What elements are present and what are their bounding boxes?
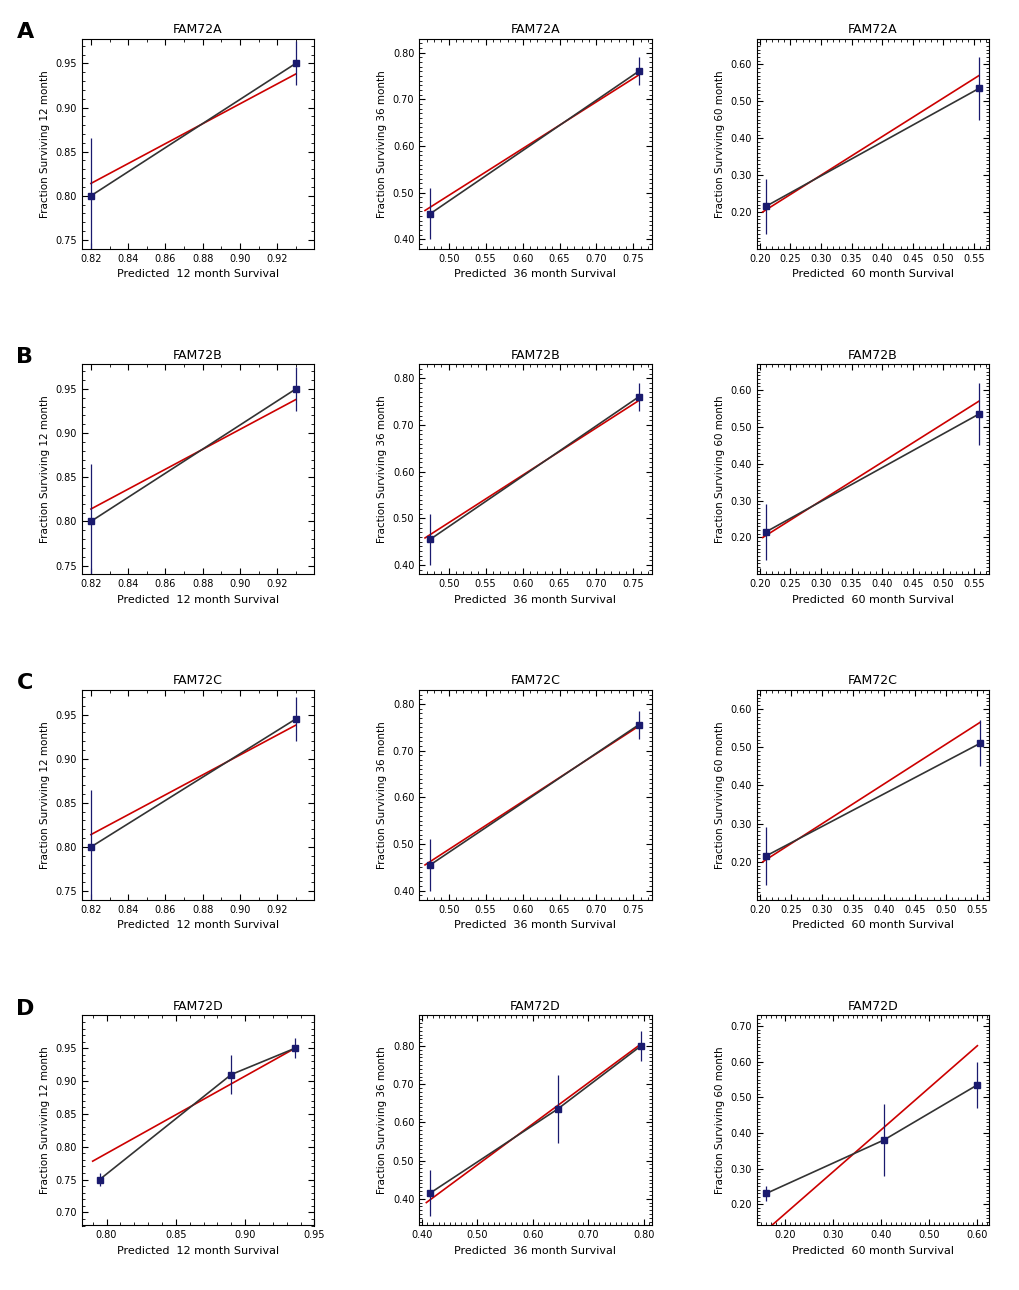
Y-axis label: Fraction Surviving 12 month: Fraction Surviving 12 month <box>40 1046 50 1195</box>
Title: FAM72B: FAM72B <box>511 348 559 361</box>
Title: FAM72A: FAM72A <box>848 23 897 36</box>
Y-axis label: Fraction Surviving 60 month: Fraction Surviving 60 month <box>714 70 725 218</box>
X-axis label: Predicted  60 month Survival: Predicted 60 month Survival <box>791 920 953 930</box>
Text: B: B <box>16 347 34 368</box>
Y-axis label: Fraction Surviving 60 month: Fraction Surviving 60 month <box>714 721 725 868</box>
Y-axis label: Fraction Surviving 36 month: Fraction Surviving 36 month <box>377 70 387 218</box>
Y-axis label: Fraction Surviving 60 month: Fraction Surviving 60 month <box>714 396 725 543</box>
Title: FAM72D: FAM72D <box>172 1000 223 1013</box>
Y-axis label: Fraction Surviving 36 month: Fraction Surviving 36 month <box>377 721 387 868</box>
Title: FAM72D: FAM72D <box>847 1000 898 1013</box>
X-axis label: Predicted  36 month Survival: Predicted 36 month Survival <box>454 920 615 930</box>
X-axis label: Predicted  12 month Survival: Predicted 12 month Survival <box>117 595 279 605</box>
Text: C: C <box>16 673 33 693</box>
X-axis label: Predicted  36 month Survival: Predicted 36 month Survival <box>454 1246 615 1256</box>
Y-axis label: Fraction Surviving 12 month: Fraction Surviving 12 month <box>40 396 50 543</box>
X-axis label: Predicted  12 month Survival: Predicted 12 month Survival <box>117 1246 279 1256</box>
Text: D: D <box>16 998 35 1019</box>
Title: FAM72B: FAM72B <box>848 348 897 361</box>
Y-axis label: Fraction Surviving 12 month: Fraction Surviving 12 month <box>40 721 50 868</box>
Title: FAM72B: FAM72B <box>173 348 222 361</box>
Title: FAM72C: FAM72C <box>173 675 223 688</box>
Title: FAM72C: FAM72C <box>511 675 559 688</box>
X-axis label: Predicted  12 month Survival: Predicted 12 month Survival <box>117 270 279 279</box>
Y-axis label: Fraction Surviving 60 month: Fraction Surviving 60 month <box>714 1046 725 1195</box>
Title: FAM72D: FAM72D <box>510 1000 560 1013</box>
Y-axis label: Fraction Surviving 36 month: Fraction Surviving 36 month <box>377 396 387 543</box>
X-axis label: Predicted  36 month Survival: Predicted 36 month Survival <box>454 595 615 605</box>
X-axis label: Predicted  60 month Survival: Predicted 60 month Survival <box>791 595 953 605</box>
X-axis label: Predicted  12 month Survival: Predicted 12 month Survival <box>117 920 279 930</box>
Text: A: A <box>16 22 34 41</box>
X-axis label: Predicted  36 month Survival: Predicted 36 month Survival <box>454 270 615 279</box>
Title: FAM72A: FAM72A <box>173 23 222 36</box>
Y-axis label: Fraction Surviving 12 month: Fraction Surviving 12 month <box>40 70 50 218</box>
Title: FAM72A: FAM72A <box>511 23 559 36</box>
Y-axis label: Fraction Surviving 36 month: Fraction Surviving 36 month <box>377 1046 387 1195</box>
X-axis label: Predicted  60 month Survival: Predicted 60 month Survival <box>791 1246 953 1256</box>
X-axis label: Predicted  60 month Survival: Predicted 60 month Survival <box>791 270 953 279</box>
Title: FAM72C: FAM72C <box>847 675 897 688</box>
